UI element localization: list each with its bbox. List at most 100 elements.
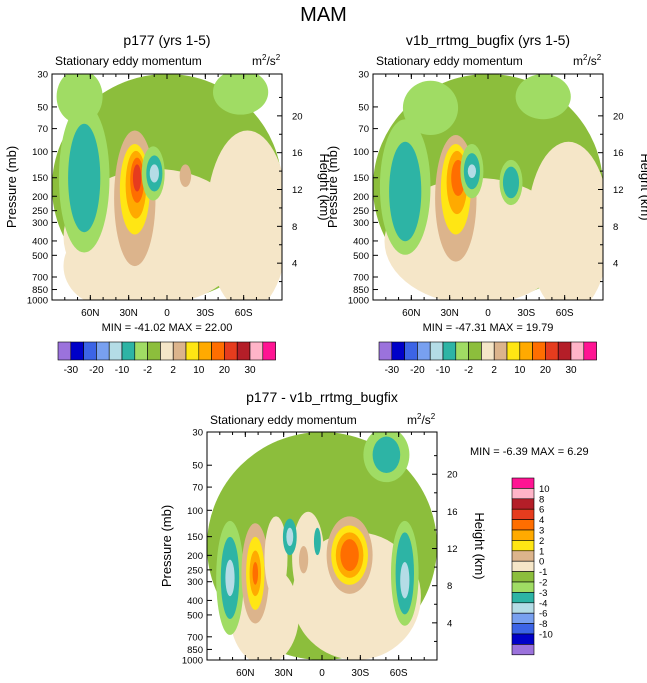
units-base: m bbox=[573, 54, 583, 68]
colorbar-label: -6 bbox=[539, 609, 547, 620]
panel-title: v1b_rrtmg_bugfix (yrs 1-5) bbox=[406, 32, 570, 48]
height-tick-label: 20 bbox=[447, 470, 458, 481]
colorbar-label: -1 bbox=[539, 567, 547, 578]
x-tick-label: 60N bbox=[236, 668, 254, 679]
contour-region bbox=[515, 74, 571, 120]
units-sup2: 2 bbox=[276, 53, 281, 62]
colorbar-box bbox=[160, 341, 174, 361]
colorbar-box bbox=[511, 602, 535, 614]
figure-title: MAM bbox=[300, 4, 347, 26]
contour-region bbox=[213, 74, 269, 115]
y-tick-label: 700 bbox=[187, 632, 203, 643]
colorbar-label: -4 bbox=[539, 598, 547, 609]
min-max-stats: MIN = -41.02 MAX = 22.00 bbox=[102, 322, 233, 334]
panel-subtitle: Stationary eddy momentum bbox=[376, 54, 523, 68]
chart-panel-top-left: p177 (yrs 1-5) Stationary eddy momentum m2… bbox=[4, 32, 332, 334]
contour-region bbox=[68, 123, 101, 233]
height-tick-label: 8 bbox=[613, 222, 618, 233]
y-tick-label: 1000 bbox=[348, 296, 369, 307]
y-tick-label: 30 bbox=[192, 428, 203, 439]
units-sup2: 2 bbox=[431, 412, 436, 421]
contour-region bbox=[400, 561, 410, 599]
units-mid: /s bbox=[421, 413, 430, 427]
height-tick-label: 16 bbox=[613, 148, 624, 159]
height-tick-label: 20 bbox=[292, 111, 303, 122]
y-tick-label: 300 bbox=[187, 577, 203, 588]
colorbar-box bbox=[96, 341, 110, 361]
colorbar-box bbox=[83, 341, 97, 361]
colorbar-box bbox=[172, 341, 187, 361]
colorbar-label: -20 bbox=[410, 365, 425, 376]
colorbar-box bbox=[511, 592, 535, 604]
y-tick-label: 100 bbox=[187, 506, 203, 517]
y-tick-label: 300 bbox=[353, 218, 369, 229]
y-tick-label: 250 bbox=[32, 206, 48, 217]
height-axis-label: Height (km) bbox=[638, 153, 647, 220]
x-tick-label: 60S bbox=[235, 308, 253, 319]
panel-subtitle: Stationary eddy momentum bbox=[55, 54, 202, 68]
colorbar-label: -10 bbox=[436, 365, 451, 376]
units-label: m2/s2 bbox=[573, 53, 602, 68]
colorbar-label: 6 bbox=[539, 505, 544, 516]
y-tick-label: 700 bbox=[32, 273, 48, 284]
y-tick-label: 400 bbox=[353, 236, 369, 247]
colorbar-box bbox=[224, 341, 238, 361]
colorbar-box bbox=[249, 341, 264, 361]
colorbar-box bbox=[391, 341, 405, 361]
y-tick-label: 30 bbox=[37, 70, 48, 81]
panel-title: p177 (yrs 1-5) bbox=[123, 32, 210, 48]
colorbar-horizontal-left: -30 -20 -10 -2 2 10 20 30 bbox=[57, 341, 276, 376]
colorbar-label: 20 bbox=[540, 365, 552, 376]
units-sup2: 2 bbox=[597, 53, 602, 62]
min-max-stats: MIN = -47.31 MAX = 19.79 bbox=[423, 322, 554, 334]
y-axis-label: Pressure (mb) bbox=[4, 146, 19, 228]
contour-region bbox=[384, 177, 569, 300]
height-axis-label: Height (km) bbox=[317, 153, 332, 220]
x-tick-label: 30S bbox=[517, 308, 535, 319]
colorbar-label: 4 bbox=[539, 515, 544, 526]
colorbar-label: -10 bbox=[539, 630, 553, 641]
colorbar-label: 2 bbox=[539, 536, 544, 547]
y-tick-label: 500 bbox=[187, 610, 203, 621]
min-max-stats: MIN = -6.39 MAX = 6.29 bbox=[470, 446, 589, 458]
y-tick-label: 1000 bbox=[182, 656, 203, 667]
y-axis-label: Pressure (mb) bbox=[159, 505, 174, 587]
y-tick-label: 70 bbox=[358, 124, 369, 135]
height-tick-label: 16 bbox=[447, 507, 458, 518]
y-axis-label: Pressure (mb) bbox=[325, 146, 340, 228]
contour-region bbox=[264, 516, 288, 599]
colorbar-box bbox=[511, 633, 535, 645]
colorbar-box bbox=[570, 341, 585, 361]
colorbar-box bbox=[481, 341, 495, 361]
y-tick-label: 500 bbox=[32, 251, 48, 262]
contour-region bbox=[206, 130, 282, 300]
colorbar-box bbox=[506, 341, 521, 361]
x-tick-label: 30N bbox=[440, 308, 458, 319]
contour-region bbox=[149, 164, 159, 183]
colorbar-box bbox=[262, 341, 276, 361]
colorbar-label: 1 bbox=[539, 546, 544, 557]
height-tick-label: 4 bbox=[613, 259, 618, 270]
height-tick-label: 20 bbox=[613, 111, 624, 122]
height-tick-label: 4 bbox=[292, 259, 297, 270]
units-label: m2/s2 bbox=[252, 53, 281, 68]
y-tick-label: 70 bbox=[37, 124, 48, 135]
chart-panel-bottom: p177 - v1b_rrtmg_bugfix Stationary eddy m… bbox=[159, 389, 589, 679]
colorbar-label: 2 bbox=[491, 365, 497, 376]
colorbar-box bbox=[511, 488, 535, 500]
y-tick-label: 200 bbox=[187, 551, 203, 562]
contour-field bbox=[207, 432, 437, 660]
units-sup1: 2 bbox=[417, 412, 422, 421]
x-tick-label: 60N bbox=[402, 308, 420, 319]
colorbar-box bbox=[185, 341, 200, 361]
colorbar-box bbox=[404, 341, 418, 361]
y-tick-label: 850 bbox=[353, 285, 369, 296]
x-tick-label: 0 bbox=[164, 308, 170, 319]
units-mid: /s bbox=[266, 54, 275, 68]
colorbar-box bbox=[511, 644, 535, 656]
colorbar-label: 8 bbox=[539, 494, 544, 505]
contour-region bbox=[132, 164, 142, 192]
